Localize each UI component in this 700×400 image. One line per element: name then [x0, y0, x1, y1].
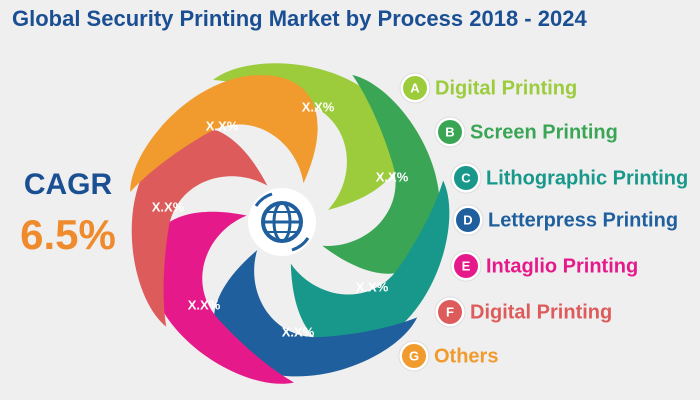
- segment-label: X.X%: [302, 99, 335, 114]
- legend-badge: [403, 76, 427, 100]
- segment-label: X.X%: [356, 279, 389, 294]
- petal: [213, 250, 418, 377]
- legend-letter: E: [462, 258, 471, 273]
- legend: A Digital Printing B Screen Printing C Lithog…: [398, 72, 688, 372]
- segment-label: X.X%: [152, 199, 185, 214]
- petal: [322, 74, 440, 274]
- legend-text: Intaglio Printing: [486, 255, 638, 277]
- legend-text: Others: [434, 345, 498, 367]
- arrow: [254, 192, 273, 207]
- legend-text: Letterpress Printing: [488, 209, 678, 231]
- petal: [148, 211, 294, 384]
- legend-text: Digital Printing: [435, 77, 577, 99]
- legend-badge: [438, 300, 462, 324]
- legend-badge: [456, 208, 480, 232]
- petal: [130, 75, 318, 193]
- cagr-value: 6.5%: [20, 211, 116, 258]
- legend-letter: D: [463, 212, 472, 227]
- legend-letter: F: [446, 304, 454, 319]
- petal: [290, 180, 450, 351]
- legend-text: Lithographic Printing: [486, 167, 688, 189]
- cagr-label: CAGR: [24, 168, 113, 201]
- segment-label: X.X%: [376, 169, 409, 184]
- title: Global Security Printing Market by Proce…: [12, 6, 587, 31]
- legend-text: Screen Printing: [470, 121, 618, 143]
- legend-letter: B: [445, 124, 454, 139]
- legend-badge: [454, 166, 478, 190]
- legend-letter: C: [461, 170, 471, 185]
- swirl: X.X% X.X% X.X% X.X% X.X% X.X% X.X%: [130, 63, 450, 384]
- segment-label: X.X%: [206, 118, 239, 133]
- petal: [213, 63, 402, 210]
- hub: [248, 188, 316, 256]
- legend-letter: A: [410, 80, 420, 95]
- segment-label: X.X%: [188, 297, 221, 312]
- legend-badge: [438, 120, 462, 144]
- legend-letter: G: [409, 348, 419, 363]
- segment-label: X.X%: [282, 324, 315, 339]
- legend-badge: [454, 254, 478, 278]
- legend-text: Digital Printing: [470, 301, 612, 323]
- legend-badge: [402, 344, 426, 368]
- arrow: [291, 237, 310, 252]
- petal: [131, 126, 268, 327]
